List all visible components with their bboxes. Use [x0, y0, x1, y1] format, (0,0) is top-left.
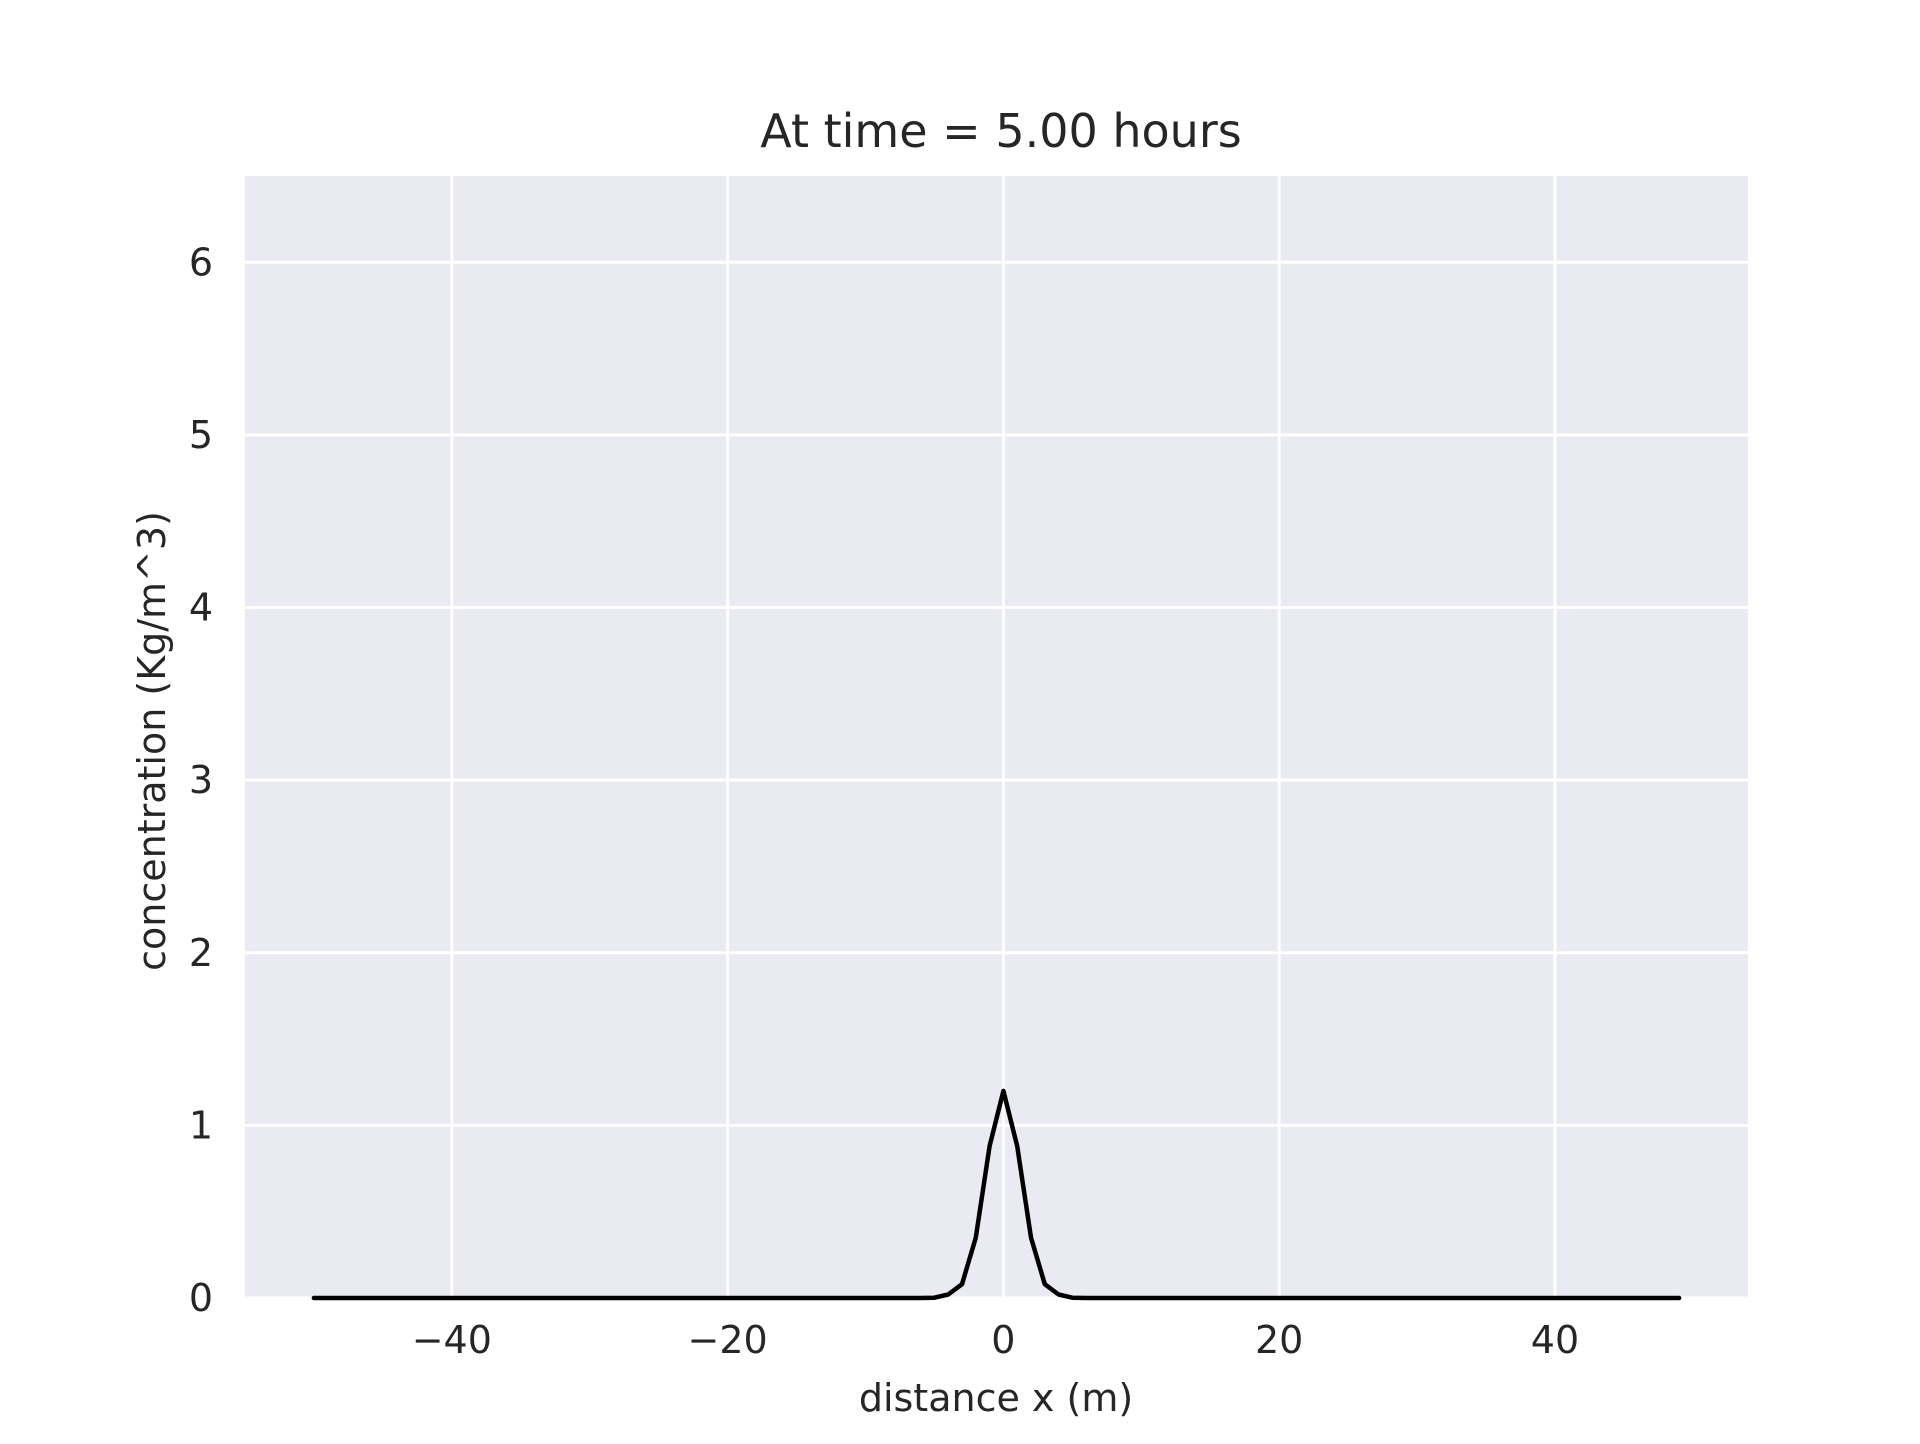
y-tick-label: 5	[189, 413, 213, 457]
plot-area	[245, 176, 1748, 1298]
x-tick-label: 20	[1255, 1318, 1303, 1362]
x-tick-label: −20	[688, 1318, 768, 1362]
y-axis-label: concentration (Kg/m^3)	[130, 511, 174, 971]
x-tick-label: 0	[991, 1318, 1015, 1362]
series-layer	[311, 1088, 1682, 1301]
y-tick-label: 6	[189, 240, 213, 284]
y-tick-label: 1	[189, 1103, 213, 1147]
y-tick-label: 0	[189, 1276, 213, 1320]
y-tick-label: 2	[189, 931, 213, 975]
y-tick-label: 4	[189, 586, 213, 630]
y-tick-label: 3	[189, 758, 213, 802]
chart-title: At time = 5.00 hours	[760, 104, 1241, 158]
tick-labels: −40 −20 0 20 40 0 1 2 3 4 5 6	[189, 240, 1579, 1362]
x-axis-label: distance x (m)	[859, 1376, 1133, 1420]
x-tick-label: 40	[1531, 1318, 1579, 1362]
series-line-0	[311, 1088, 1682, 1301]
x-tick-label: −40	[412, 1318, 492, 1362]
